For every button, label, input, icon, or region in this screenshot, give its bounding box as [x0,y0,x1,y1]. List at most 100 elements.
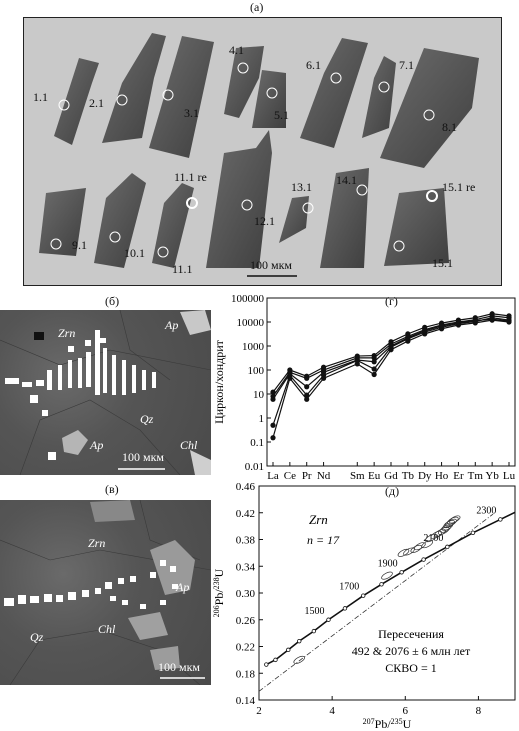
grain-5-1 [252,70,286,128]
y-axis-label: Циркон/хондрит [212,339,226,424]
y-tick-label: 0.38 [236,535,256,547]
age-marker [421,557,426,562]
mineral-label: Zrn [58,326,76,340]
data-point [371,355,377,361]
panel-v-label: (в) [105,482,119,496]
x-tick-label: Ce [284,470,296,482]
age-label: 1500 [304,606,324,617]
y-tick-label: 0.1 [250,437,264,449]
grain-label: 9.1 [72,238,87,252]
data-point [455,320,462,326]
y-tick-label: 0.30 [236,588,256,600]
data-point [304,384,310,390]
data-point [388,347,394,353]
data-point [371,371,377,378]
data-point [304,392,310,398]
error-ellipse [381,571,393,580]
grain-11-1 [152,183,194,268]
grain-8-1 [380,48,479,168]
error-ellipse [414,542,426,551]
data-point [405,335,411,341]
mineral-label: Ap [176,580,190,594]
mineral-label: Chl [180,438,198,452]
x-tick-label: Gd [384,470,398,482]
zircon-grains-image [39,33,479,277]
x-tick-label: Tm [468,470,484,482]
grain-label: 15.1 re [442,180,476,194]
y-tick-label: 100000 [231,293,265,305]
age-marker [311,628,317,634]
data-point [287,375,293,381]
grain-3-1 [149,36,214,158]
data-point [320,369,327,375]
data-point [506,318,512,324]
grain-label: 8.1 [442,120,457,134]
data-point [354,357,360,363]
data-point [304,375,310,381]
grain-1-1 [54,58,99,145]
data-point [270,422,276,428]
x-tick-label: 8 [476,705,482,717]
grain-10-1 [94,173,146,268]
y-tick-label: 1000 [242,341,265,353]
age-marker [498,517,503,522]
grain-13-1 [279,196,309,243]
x-tick-label: Ho [435,470,449,482]
age-marker [342,606,348,611]
mineral-label: Chl [98,622,116,636]
x-tick-label: Pr [302,470,312,482]
mineral-label: Ap [90,438,104,452]
x-tick-label: Dy [418,470,432,482]
panel-v-bse-image: Zrn Ap Chl Qz 100 мкм [0,500,211,685]
y-tick-label: 0.14 [236,695,256,707]
age-marker [470,530,476,536]
age-marker [445,544,450,550]
grain-12-1 [206,130,272,268]
panel-b-bse-image: Zrn Ap Ap Qz Chl 100 мкм [0,310,211,475]
x-tick-label: Tb [402,470,415,482]
data-point [270,389,276,395]
grain-label: 5.1 [274,108,289,122]
scale-label: 100 мкм [122,450,165,464]
grain-9-1 [39,188,86,256]
age-label: 1700 [339,582,359,593]
error-ellipse [445,518,457,527]
data-point [438,323,445,329]
grain-label: 6.1 [306,58,321,72]
panel-a-label: (a) [250,0,264,14]
y-tick-label: 0.26 [236,615,256,627]
data-point [320,375,327,381]
grain-label: 4.1 [229,43,244,57]
data-point [371,359,377,365]
mineral-label: Zrn [309,512,328,527]
x-tick-label: Yb [485,470,499,482]
data-point [422,328,428,334]
x-tick-label: Sm [350,470,365,482]
y-tick-label: 100 [248,365,265,377]
data-point [489,316,495,322]
x-tick-label: La [267,470,279,482]
grain-4-1 [224,46,264,118]
error-ellipse [293,655,306,664]
y-tick-label: 0.01 [245,461,264,473]
series-line [272,315,510,397]
y-axis-label: 206Pb/238U [212,568,227,617]
error-ellipse [437,526,450,535]
y-tick-label: 10000 [237,317,265,329]
grain-label: 10.1 [124,246,145,260]
zircon-veinlet-v [0,500,211,685]
zircon-veinlet-b [0,310,211,475]
series-line [272,318,510,400]
mineral-label: Zrn [88,536,106,550]
y-tick-label: 1 [259,413,265,425]
series-line [272,317,510,426]
n-label: n = 17 [307,533,340,547]
scale-label: 100 мкм [250,258,293,272]
data-point [388,343,394,349]
mineral-label: Ap [165,318,179,332]
intercept-annotation: 492 & 2076 ± 6 млн лет [352,644,471,658]
x-tick-label: Lu [503,470,516,482]
grain-15-1 [384,188,449,266]
y-tick-label: 0.42 [236,508,255,520]
